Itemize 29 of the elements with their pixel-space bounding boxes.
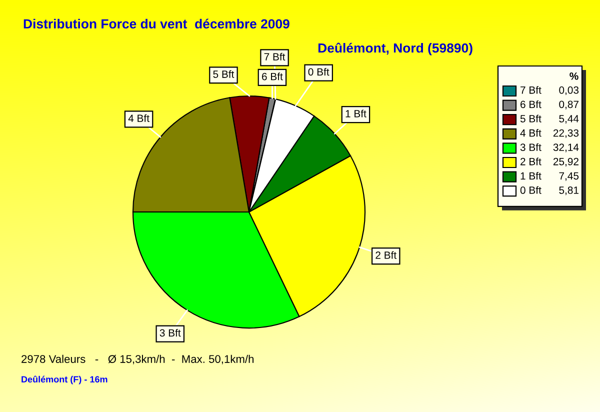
chart-title: Distribution Force du vent décembre 2009 <box>24 18 290 29</box>
slice-label: 5 Bft <box>213 70 234 78</box>
legend-title: % <box>570 72 578 80</box>
text: Deûlémont (F) - 16m <box>22 376 108 384</box>
slice-label: 0 Bft <box>308 68 330 76</box>
legend-label: 5 Bft <box>520 114 542 122</box>
data-label: 22,33 <box>553 129 579 138</box>
data-label: 0,03 <box>559 86 579 96</box>
slice-label: 6 Bft <box>262 72 283 80</box>
data-label: 32,14 <box>553 144 579 152</box>
data-label: 5,44 <box>559 115 579 124</box>
slice-label: 1 Bft <box>346 110 366 118</box>
legend-label: 6 Bft <box>520 100 542 108</box>
data-label: 0,87 <box>559 100 578 110</box>
legend-label: 4 Bft <box>520 129 542 137</box>
data-label: 5,81 <box>559 186 578 196</box>
legend-label: 1 Bft <box>520 172 542 180</box>
legend-label: 2 Bft <box>520 158 542 166</box>
data-label: 7,45 <box>559 172 579 181</box>
data-label: 25,92 <box>553 158 578 167</box>
slice-label: 4 Bft <box>128 114 150 122</box>
slice-label: 3 Bft <box>160 328 181 337</box>
legend-label: 0 Bft <box>520 186 542 194</box>
legend-label: 3 Bft <box>520 143 542 151</box>
slice-label: 7 Bft <box>264 52 286 60</box>
slice-label: 2 Bft <box>376 251 397 259</box>
text: 2978 Valeurs - Ø 15,3km/h - Max. 50,1km/h <box>22 354 254 364</box>
legend-label: 7 Bft <box>520 86 542 94</box>
chart-subtitle: Deûlémont, Nord (59890) <box>318 42 472 56</box>
